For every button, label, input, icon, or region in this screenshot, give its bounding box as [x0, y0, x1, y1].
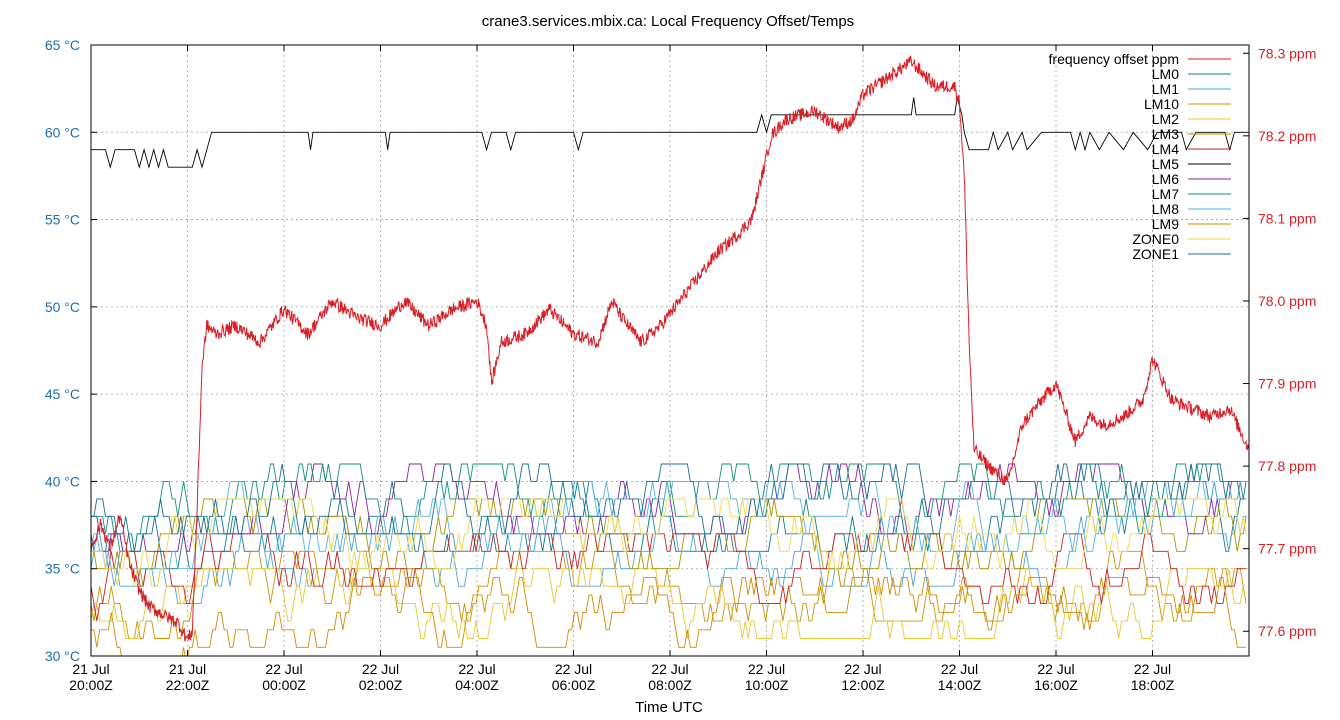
x-tick-label: 22 Jul 02:00Z	[359, 661, 403, 693]
x-tick-label: 22 Jul 18:00Z	[1131, 661, 1175, 693]
y-right-tick-label: 77.9 ppm	[1258, 376, 1316, 392]
x-tick-date: 22 Jul	[651, 661, 688, 677]
x-tick-time: 10:00Z	[745, 677, 789, 693]
series-line-lm8	[91, 480, 1247, 570]
legend-label: LM2	[1152, 111, 1179, 127]
x-tick-time: 22:00Z	[166, 677, 210, 693]
y-right-tick-label: 78.2 ppm	[1258, 128, 1316, 144]
x-tick-time: 12:00Z	[841, 677, 885, 693]
x-tick-date: 22 Jul	[844, 661, 881, 677]
x-tick-label: 22 Jul 12:00Z	[841, 661, 885, 693]
series-line-zone1	[91, 463, 1247, 552]
y-left-tick-label: 65 °C	[45, 37, 80, 53]
x-tick-date: 22 Jul	[748, 661, 785, 677]
legend-label: LM4	[1152, 141, 1179, 157]
x-tick-label: 21 Jul 22:00Z	[166, 661, 210, 693]
legend-label: LM5	[1152, 156, 1179, 172]
x-tick-date: 22 Jul	[555, 661, 592, 677]
grid-layer	[91, 45, 1249, 656]
legend-label: LM9	[1152, 216, 1179, 232]
x-tick-time: 20:00Z	[69, 677, 113, 693]
y-right-tick-label: 77.7 ppm	[1258, 541, 1316, 557]
y-right-tick-label: 77.8 ppm	[1258, 458, 1316, 474]
legend-label: LM8	[1152, 201, 1179, 217]
y-left-tick-label: 35 °C	[45, 561, 80, 577]
y-right-tick-label: 78.3 ppm	[1258, 45, 1316, 61]
x-tick-time: 16:00Z	[1034, 677, 1078, 693]
legend-label: ZONE0	[1132, 231, 1179, 247]
legend: frequency offset ppmLM0LM1LM10LM2LM3LM4L…	[1049, 51, 1231, 262]
legend-label: LM1	[1152, 81, 1179, 97]
series-line-lm9	[91, 576, 1247, 656]
x-tick-time: 14:00Z	[938, 677, 982, 693]
x-tick-date: 22 Jul	[941, 661, 978, 677]
y-left-tick-label: 40 °C	[45, 473, 80, 489]
y-right-tick-label: 78.1 ppm	[1258, 210, 1316, 226]
legend-label: LM3	[1152, 126, 1179, 142]
x-tick-date: 22 Jul	[458, 661, 495, 677]
x-tick-date: 21 Jul	[72, 661, 109, 677]
series-line-lm7	[91, 463, 1247, 552]
x-tick-label: 22 Jul 14:00Z	[938, 661, 982, 693]
x-tick-date: 22 Jul	[265, 661, 302, 677]
legend-label: ZONE1	[1132, 246, 1179, 262]
x-tick-date: 22 Jul	[1134, 661, 1171, 677]
x-tick-time: 08:00Z	[648, 677, 692, 693]
x-tick-label: 22 Jul 06:00Z	[552, 661, 596, 693]
y-right-tick-label: 78.0 ppm	[1258, 293, 1316, 309]
legend-label: frequency offset ppm	[1049, 51, 1179, 67]
y-right-tick-label: 77.6 ppm	[1258, 623, 1316, 639]
x-tick-label: 21 Jul 20:00Z	[69, 661, 113, 693]
x-tick-date: 22 Jul	[362, 661, 399, 677]
legend-label: LM6	[1152, 171, 1179, 187]
legend-label: LM0	[1152, 66, 1179, 82]
x-tick-time: 02:00Z	[359, 677, 403, 693]
x-axis-label: Time UTC	[635, 699, 703, 716]
x-tick-label: 22 Jul 16:00Z	[1034, 661, 1078, 693]
y-left-tick-label: 45 °C	[45, 386, 80, 402]
x-tick-date: 21 Jul	[169, 661, 206, 677]
x-tick-label: 22 Jul 10:00Z	[745, 661, 789, 693]
series-line-lm4	[91, 533, 1247, 622]
x-tick-date: 22 Jul	[1037, 661, 1074, 677]
series-line-lm0	[91, 480, 1247, 570]
series-line-lm5	[91, 97, 1249, 169]
x-tick-time: 06:00Z	[552, 677, 596, 693]
legend-label: LM10	[1144, 96, 1179, 112]
series-line-lm10	[91, 550, 1247, 639]
series-line-lm2	[91, 568, 1247, 639]
y-left-tick-label: 55 °C	[45, 212, 80, 228]
series-line-frequency-offset	[91, 55, 1249, 642]
y-left-tick-label: 30 °C	[45, 648, 80, 664]
y-left-tick-label: 60 °C	[45, 124, 80, 140]
x-tick-label: 22 Jul 08:00Z	[648, 661, 692, 693]
series-line-zone0	[91, 498, 1247, 587]
series-line-lm3	[91, 498, 1247, 587]
y-left-tick-label: 50 °C	[45, 299, 80, 315]
x-tick-time: 04:00Z	[455, 677, 499, 693]
x-tick-label: 22 Jul 00:00Z	[262, 661, 306, 693]
series-line-lm6	[91, 463, 1247, 552]
series-line-lm1	[91, 515, 1247, 605]
chart-title: crane3.services.mbix.ca: Local Frequency…	[482, 13, 854, 30]
x-tick-time: 00:00Z	[262, 677, 306, 693]
x-tick-label: 22 Jul 04:00Z	[455, 661, 499, 693]
series-layer	[91, 55, 1249, 656]
legend-label: LM7	[1152, 186, 1179, 202]
x-tick-time: 18:00Z	[1131, 677, 1175, 693]
